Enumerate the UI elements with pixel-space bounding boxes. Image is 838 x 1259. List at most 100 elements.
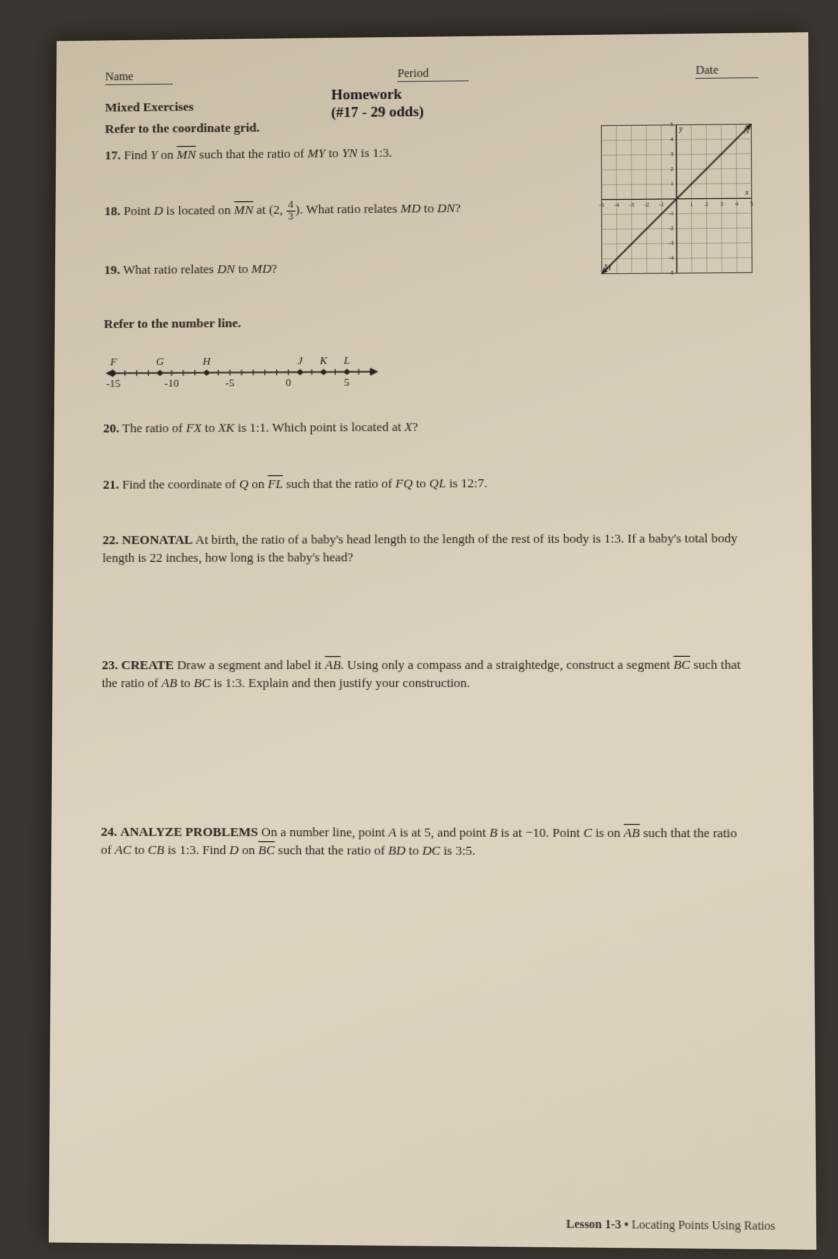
- svg-text:5: 5: [750, 202, 753, 208]
- svg-text:x: x: [744, 188, 749, 197]
- text: is 1:3. Explain and then justify your co…: [210, 675, 470, 690]
- text: . Using only a compass and a straightedg…: [341, 657, 674, 672]
- text: ?: [271, 261, 277, 276]
- text: At birth, the ratio of a baby's head len…: [102, 530, 737, 565]
- text: to: [405, 842, 422, 857]
- text: Find: [124, 147, 151, 162]
- text: Find the coordinate of: [122, 476, 239, 491]
- svg-text:K: K: [319, 355, 328, 367]
- svg-text:5: 5: [344, 377, 350, 389]
- svg-text:H: H: [202, 356, 212, 368]
- frac-bot: 3: [286, 212, 295, 223]
- fraction: 43: [286, 200, 295, 223]
- svg-text:3: 3: [670, 152, 673, 158]
- text: such that the ratio of: [283, 475, 396, 490]
- svg-text:-4: -4: [614, 203, 619, 209]
- text: to: [325, 145, 341, 160]
- var: QL: [429, 475, 446, 490]
- svg-text:1: 1: [670, 182, 673, 188]
- svg-text:L: L: [343, 355, 350, 367]
- var: MD: [401, 201, 421, 216]
- text: Draw a segment and label it: [174, 657, 325, 672]
- problem-number: 23.: [102, 657, 118, 672]
- header-row: Name Period Date: [105, 62, 758, 85]
- text: is on: [592, 824, 624, 839]
- lesson-title: Locating Points Using Ratios: [632, 1217, 776, 1233]
- var: XK: [218, 420, 234, 435]
- problem-number: 24.: [101, 823, 117, 838]
- var: BC: [194, 675, 211, 690]
- page-footer: Lesson 1-3 • Locating Points Using Ratio…: [566, 1217, 775, 1234]
- problem-number: 18.: [104, 204, 120, 219]
- svg-text:M: M: [603, 263, 612, 273]
- text: is located on: [163, 203, 234, 218]
- text: to: [131, 842, 148, 857]
- text: What ratio relates: [123, 262, 217, 277]
- svg-text:2: 2: [670, 167, 673, 173]
- name-field: Name: [105, 69, 172, 85]
- text: on: [239, 842, 258, 857]
- problem-number: 17.: [105, 148, 121, 163]
- var: FX: [186, 420, 202, 435]
- problem-number: 21.: [103, 476, 119, 491]
- var: C: [583, 824, 592, 839]
- coordinate-grid-figure: -5-4-3-2-112345-5-4-3-2-112345yxMN: [594, 117, 760, 282]
- worksheet-page: Name Period Date Homework (#17 - 29 odds…: [49, 32, 817, 1249]
- text: Point: [124, 204, 154, 219]
- segment: BC: [258, 842, 275, 857]
- problem-22: 22. NEONATAL At birth, the ratio of a ba…: [102, 529, 741, 567]
- text: on: [158, 147, 177, 162]
- problem-17: 17. Find Y on MN such that the ratio of …: [105, 143, 520, 165]
- text: to: [177, 675, 194, 690]
- svg-text:y: y: [678, 125, 683, 134]
- segment: AB: [624, 824, 640, 839]
- svg-text:-2: -2: [644, 203, 649, 209]
- svg-text:3: 3: [720, 202, 723, 208]
- var: DN: [217, 261, 235, 276]
- problem-19: 19. What ratio relates DN to MD?: [104, 258, 519, 279]
- text: ?: [455, 201, 461, 216]
- text: to: [421, 201, 437, 216]
- var: FQ: [395, 475, 412, 490]
- lesson-number: Lesson 1-3 •: [566, 1217, 632, 1232]
- text: is 1:1. Which point is located at: [235, 419, 405, 435]
- text: is 12:7.: [446, 475, 487, 490]
- var: B: [489, 824, 497, 839]
- svg-text:N: N: [742, 126, 750, 136]
- var: MY: [308, 146, 326, 161]
- text: On a number line, point: [258, 824, 388, 839]
- svg-text:0: 0: [286, 377, 292, 389]
- svg-text:-1: -1: [669, 212, 674, 218]
- segment: FL: [268, 476, 283, 491]
- svg-text:F: F: [109, 357, 117, 369]
- segment: BC: [673, 657, 690, 672]
- svg-text:-3: -3: [669, 241, 674, 247]
- var: YN: [342, 145, 358, 160]
- problem-number: 22.: [103, 532, 119, 547]
- text: to: [235, 261, 251, 276]
- var: DN: [437, 201, 455, 216]
- problem-23: 23. CREATE Draw a segment and label it A…: [102, 656, 742, 693]
- svg-text:-5: -5: [599, 203, 604, 209]
- problem-20: 20. The ratio of FX to XK is 1:1. Which …: [103, 417, 740, 438]
- instruction-numberline: Refer to the number line.: [104, 312, 760, 332]
- problem-tag: ANALYZE PROBLEMS: [120, 823, 258, 838]
- segment: MN: [234, 203, 253, 218]
- problem-18: 18. Point D is located on MN at (2, 43).…: [104, 198, 519, 224]
- problem-number: 19.: [104, 262, 120, 277]
- problem-24: 24. ANALYZE PROBLEMS On a number line, p…: [101, 822, 743, 860]
- var: BD: [388, 842, 405, 857]
- text: is at −10. Point: [497, 824, 583, 839]
- var: DC: [422, 842, 440, 857]
- svg-text:-1: -1: [659, 203, 664, 209]
- problem-number: 20.: [103, 421, 119, 436]
- text: ?: [412, 419, 418, 434]
- text: . What ratio relates: [300, 202, 401, 218]
- problem-tag: CREATE: [121, 657, 174, 672]
- svg-text:J: J: [298, 356, 304, 368]
- text: on: [248, 476, 267, 491]
- svg-text:1: 1: [690, 203, 693, 209]
- var: Q: [239, 476, 248, 491]
- text: to: [413, 475, 430, 490]
- svg-text:5: 5: [670, 123, 673, 129]
